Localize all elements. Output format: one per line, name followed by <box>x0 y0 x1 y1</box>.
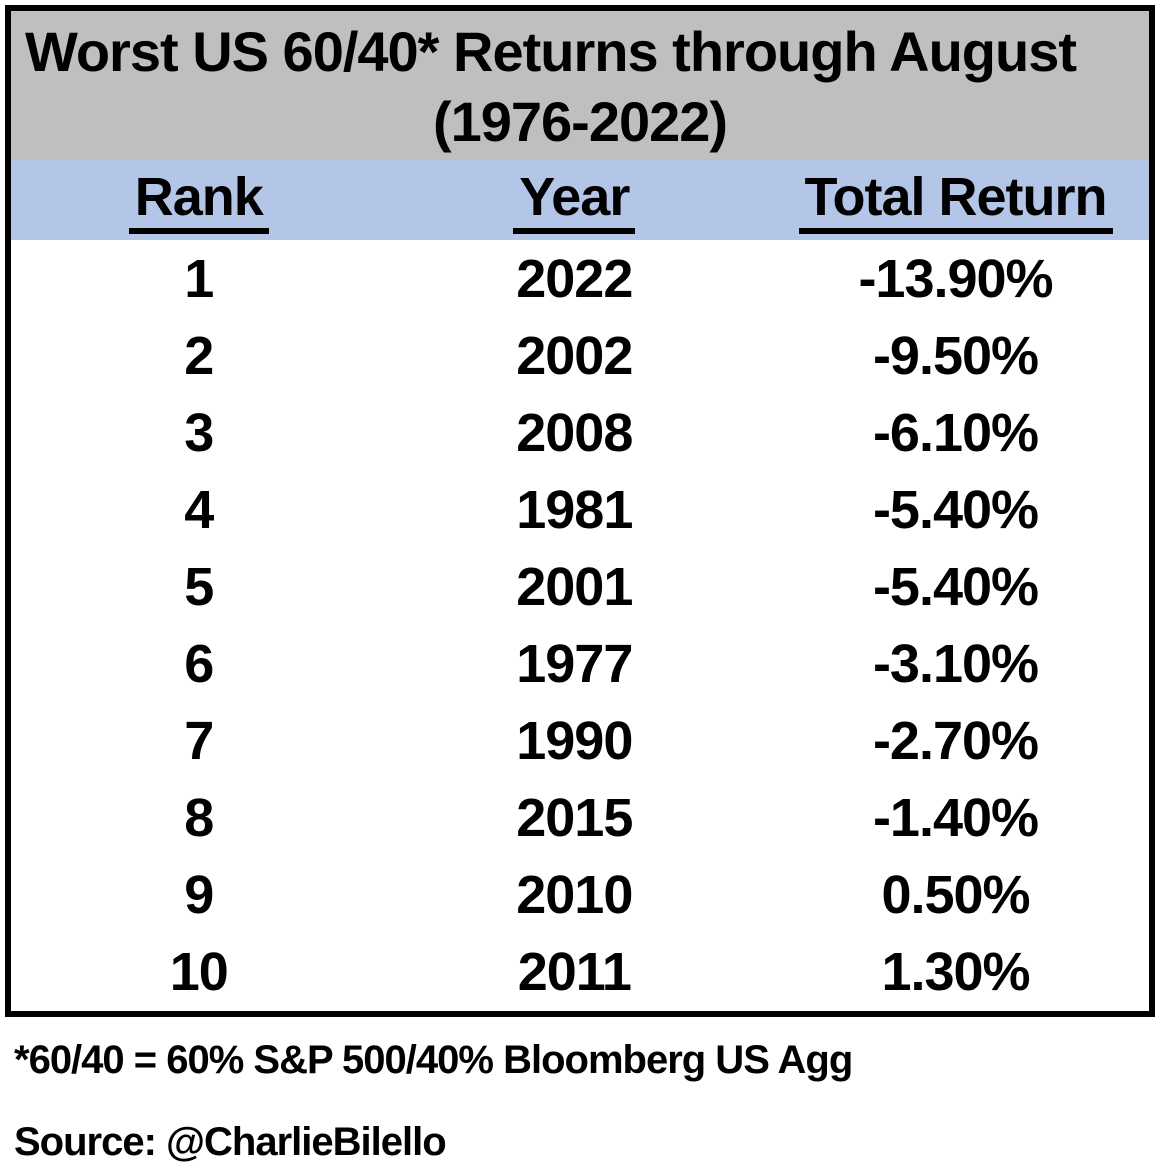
table-row: 10 2011 1.30% <box>11 934 1149 1011</box>
column-header-year: Year <box>387 166 763 234</box>
cell-year: 1990 <box>516 711 633 772</box>
cell-rank: 8 <box>184 788 214 849</box>
cell-year: 2002 <box>516 325 633 386</box>
cell-year: 2008 <box>516 402 633 463</box>
footnote-definition: *60/40 = 60% S&P 500/40% Bloomberg US Ag… <box>14 1038 853 1082</box>
cell-total-return: -2.70% <box>872 711 1039 772</box>
cell-rank: 9 <box>184 865 214 926</box>
column-header-total-return-label: Total Return <box>798 170 1113 234</box>
table-row: 8 2015 -1.40% <box>11 780 1149 857</box>
cell-year: 1981 <box>516 479 633 540</box>
cell-year: 2015 <box>516 788 633 849</box>
cell-year: 1977 <box>516 634 633 695</box>
cell-rank: 4 <box>184 479 214 540</box>
cell-year: 2022 <box>516 248 633 309</box>
cell-rank: 6 <box>184 634 214 695</box>
cell-year: 2010 <box>516 865 633 926</box>
cell-rank: 2 <box>184 325 214 386</box>
table-title-line2: (1976-2022) <box>432 90 728 153</box>
cell-year: 2011 <box>517 942 632 1003</box>
table-row: 2 2002 -9.50% <box>11 317 1149 394</box>
column-header-total-return: Total Return <box>762 166 1149 234</box>
cell-rank: 10 <box>169 942 229 1003</box>
table-row: 4 1981 -5.40% <box>11 471 1149 548</box>
cell-rank: 3 <box>184 402 214 463</box>
cell-total-return: 0.50% <box>881 865 1030 926</box>
cell-total-return: -5.40% <box>872 479 1039 540</box>
column-header-rank-label: Rank <box>128 170 269 234</box>
cell-total-return: 1.30% <box>881 942 1030 1003</box>
returns-table: Worst US 60/40* Returns through August (… <box>5 5 1155 1017</box>
cell-total-return: -3.10% <box>872 634 1039 695</box>
table-row: 7 1990 -2.70% <box>11 703 1149 780</box>
table-header-row: Rank Year Total Return <box>11 160 1149 240</box>
cell-year: 2001 <box>516 556 633 617</box>
cell-total-return: -6.10% <box>872 402 1039 463</box>
table-row: 1 2022 -13.90% <box>11 240 1149 317</box>
cell-total-return: -9.50% <box>872 325 1039 386</box>
cell-total-return: -1.40% <box>872 788 1039 849</box>
cell-rank: 7 <box>184 711 214 772</box>
cell-rank: 1 <box>184 248 214 309</box>
column-header-year-label: Year <box>513 170 636 234</box>
table-row: 9 2010 0.50% <box>11 857 1149 934</box>
cell-total-return: -5.40% <box>872 556 1039 617</box>
cell-rank: 5 <box>184 556 214 617</box>
source-credit: Source: @CharlieBilello <box>14 1120 447 1164</box>
table-title: Worst US 60/40* Returns through August (… <box>11 11 1149 160</box>
table-row: 6 1977 -3.10% <box>11 625 1149 702</box>
table-body: 1 2022 -13.90% 2 2002 -9.50% 3 2008 -6.10% 4 1981 -… <box>11 240 1149 1011</box>
table-title-line1: Worst US 60/40* Returns through August <box>25 20 1077 83</box>
table-row: 5 2001 -5.40% <box>11 548 1149 625</box>
table-row: 3 2008 -6.10% <box>11 394 1149 471</box>
cell-total-return: -13.90% <box>858 248 1053 309</box>
column-header-rank: Rank <box>11 166 387 234</box>
